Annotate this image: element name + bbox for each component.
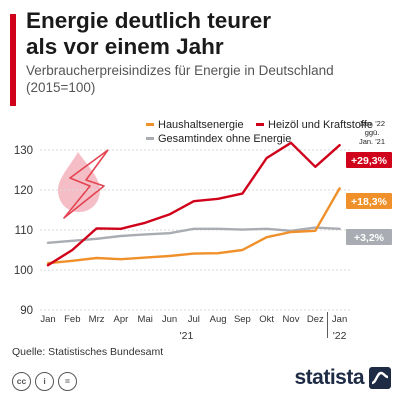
change-badge (346, 193, 392, 209)
change-badge-label: +18,3% (351, 196, 388, 208)
x-tick-label: Apr (114, 314, 129, 325)
change-badge-label: +29,3% (351, 155, 388, 167)
title-line-2: als vor einem Jahr (26, 34, 224, 59)
x-tick-label: Jan (40, 314, 55, 325)
series-line-0 (46, 187, 341, 265)
subtitle: Verbraucherpreisindizes für Energie in D… (26, 62, 396, 96)
year-label: '22 (333, 330, 347, 342)
brand-name: statista (294, 366, 364, 389)
x-tick-label: Jun (162, 314, 177, 325)
attribution-icon: i (35, 372, 54, 391)
y-tick-label: 110 (15, 225, 33, 237)
title-accent-bar (10, 14, 16, 106)
legend-label: Heizöl und Kraftstoffe (268, 119, 373, 131)
x-tick-label: Mrz (89, 314, 105, 325)
statista-mark-icon (369, 367, 391, 389)
license-icons: cc i = (12, 372, 81, 391)
change-badge-label: +3,2% (354, 232, 385, 244)
series-lines (46, 141, 341, 267)
source-note: Quelle: Statistisches Bundesamt (12, 346, 164, 358)
x-tick-label: Aug (210, 314, 227, 325)
x-tick-label: Sep (234, 314, 251, 325)
x-axis-ticks: Jan Feb Mrz Apr Mai Jun Jul Aug Sep Okt Nov Dez Jan '… (40, 312, 347, 342)
series-line-1 (46, 141, 341, 267)
change-header-line: Jan. '22 (359, 119, 385, 128)
x-tick-label: Feb (64, 314, 80, 325)
subtitle-line-2: (2015=100) (26, 80, 96, 95)
year-label: '21 (180, 330, 194, 342)
chart-legend: Haushaltsenergie Heizöl und Kraftstoffe Ge… (146, 119, 373, 145)
y-tick-label: 130 (14, 145, 33, 157)
change-badge (346, 229, 392, 245)
x-tick-label: Nov (283, 314, 300, 325)
equals-icon: = (58, 372, 77, 391)
y-tick-label: 120 (14, 185, 33, 197)
x-tick-label: Okt (259, 314, 274, 325)
page-title: Energie deutlich teurer als vor einem Ja… (26, 8, 396, 60)
y-axis-ticks: 90 100 110 120 130 (14, 145, 33, 317)
x-tick-label: Jul (188, 314, 200, 325)
x-tick-label: Mai (138, 314, 153, 325)
statista-logo: statista (294, 366, 391, 390)
subtitle-line-1: Verbraucherpreisindizes für Energie in D… (26, 63, 334, 78)
cc-icon: cc (12, 372, 31, 391)
change-header-line: Jan. '21 (359, 137, 385, 146)
x-tick-label: Dez (307, 314, 324, 325)
energy-flame-icon (58, 149, 109, 219)
change-badge (346, 152, 392, 168)
legend-label: Haushaltsenergie (158, 119, 244, 131)
y-tick-label: 90 (20, 305, 33, 317)
y-tick-label: 100 (14, 265, 33, 277)
legend-label: Gesamtindex ohne Energie (158, 133, 291, 145)
series-line-2 (46, 226, 341, 245)
title-line-1: Energie deutlich teurer (26, 8, 272, 33)
x-tick-label: Jan (332, 314, 347, 325)
change-header-line: ggü. (365, 128, 380, 137)
